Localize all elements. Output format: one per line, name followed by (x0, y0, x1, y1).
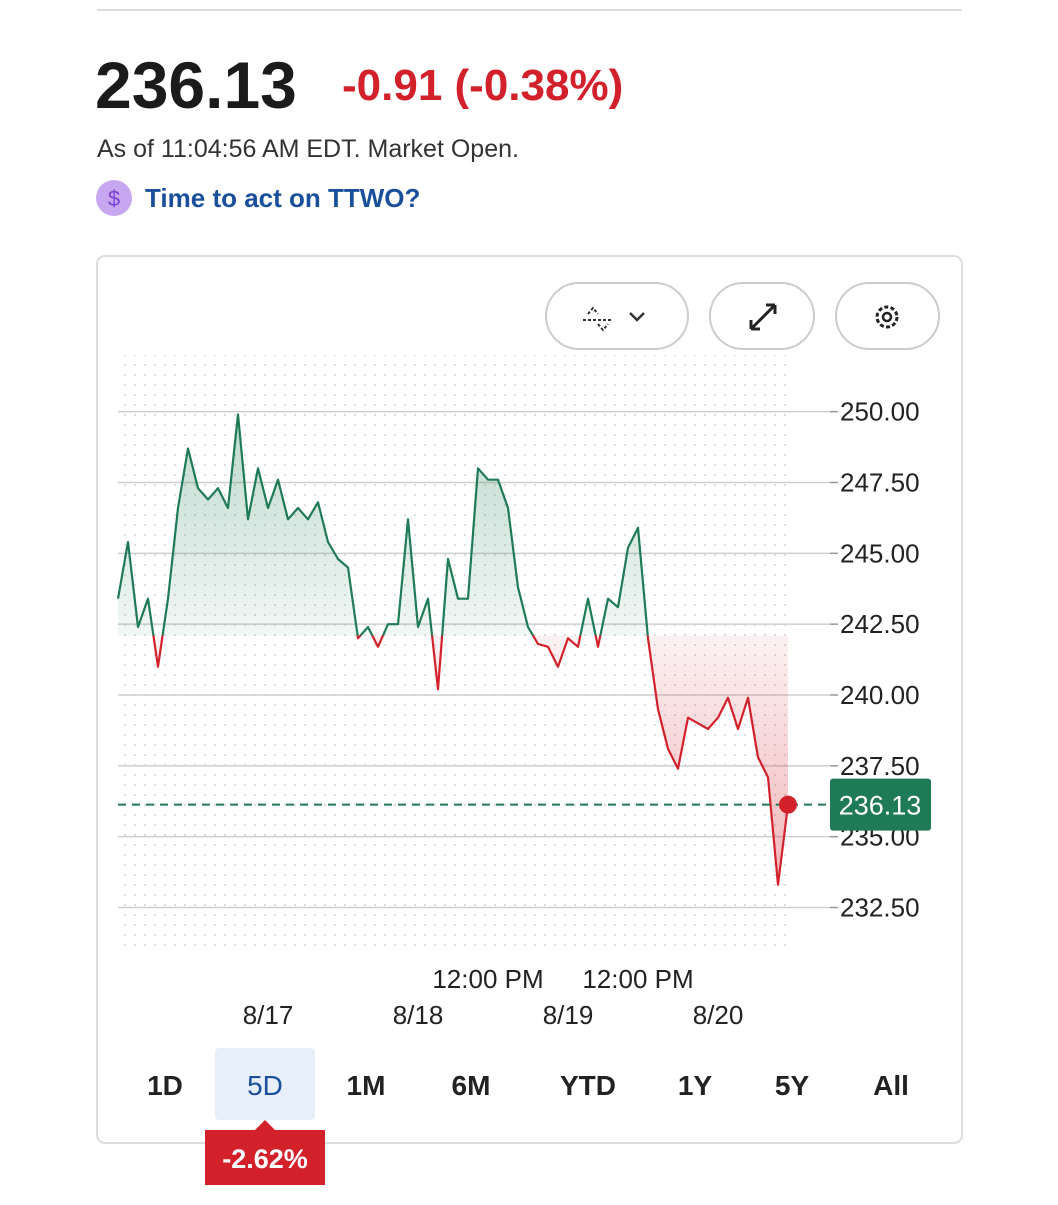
chart-type-button[interactable] (545, 282, 689, 350)
settings-button[interactable] (835, 282, 940, 350)
price: 236.13 (95, 48, 297, 122)
y-tick-label: 245.00 (840, 538, 920, 568)
y-tick-label: 242.50 (840, 609, 920, 639)
y-tick-label: 247.50 (840, 468, 920, 498)
tab-selected-bg[interactable] (215, 1048, 315, 1120)
change-badge (205, 1120, 325, 1185)
last-point (779, 795, 797, 814)
expand-button[interactable] (709, 282, 815, 350)
x-date-label: 8/20 (693, 1000, 744, 1030)
x-tick-label: 12:00 PM (582, 964, 693, 994)
x-date-label: 8/17 (243, 1000, 294, 1030)
current-price-label: 236.13 (839, 791, 922, 821)
range-tab[interactable]: 1Y (678, 1070, 713, 1101)
prompt-icon: $ (108, 186, 120, 211)
timestamp: As of 11:04:56 AM EDT. Market Open. (97, 135, 519, 163)
prompt-link[interactable]: Time to act on TTWO? (145, 183, 420, 213)
x-date-label: 8/19 (543, 1000, 594, 1030)
x-date-label: 8/18 (393, 1000, 444, 1030)
range-tab[interactable]: 1M (347, 1070, 386, 1101)
y-tick-label: 240.00 (840, 680, 920, 710)
y-tick-label: 237.50 (840, 751, 920, 781)
range-tab[interactable]: 5D (247, 1070, 283, 1101)
price-change: -0.91 (-0.38%) (342, 61, 623, 110)
range-tab[interactable]: 5Y (775, 1070, 810, 1101)
prompt-icon-bg (96, 180, 132, 216)
y-tick-label: 250.00 (840, 397, 920, 427)
range-tab[interactable]: 6M (452, 1070, 491, 1101)
price-line (116, 413, 790, 886)
x-tick-label: 12:00 PM (432, 964, 543, 994)
current-price-box (830, 778, 931, 831)
area-fill (118, 414, 788, 885)
period-change: -2.62% (222, 1144, 308, 1174)
range-tab[interactable]: All (873, 1070, 909, 1101)
y-tick-label: 232.50 (840, 893, 920, 923)
range-tab[interactable]: YTD (560, 1070, 616, 1101)
range-tab[interactable]: 1D (147, 1070, 183, 1101)
